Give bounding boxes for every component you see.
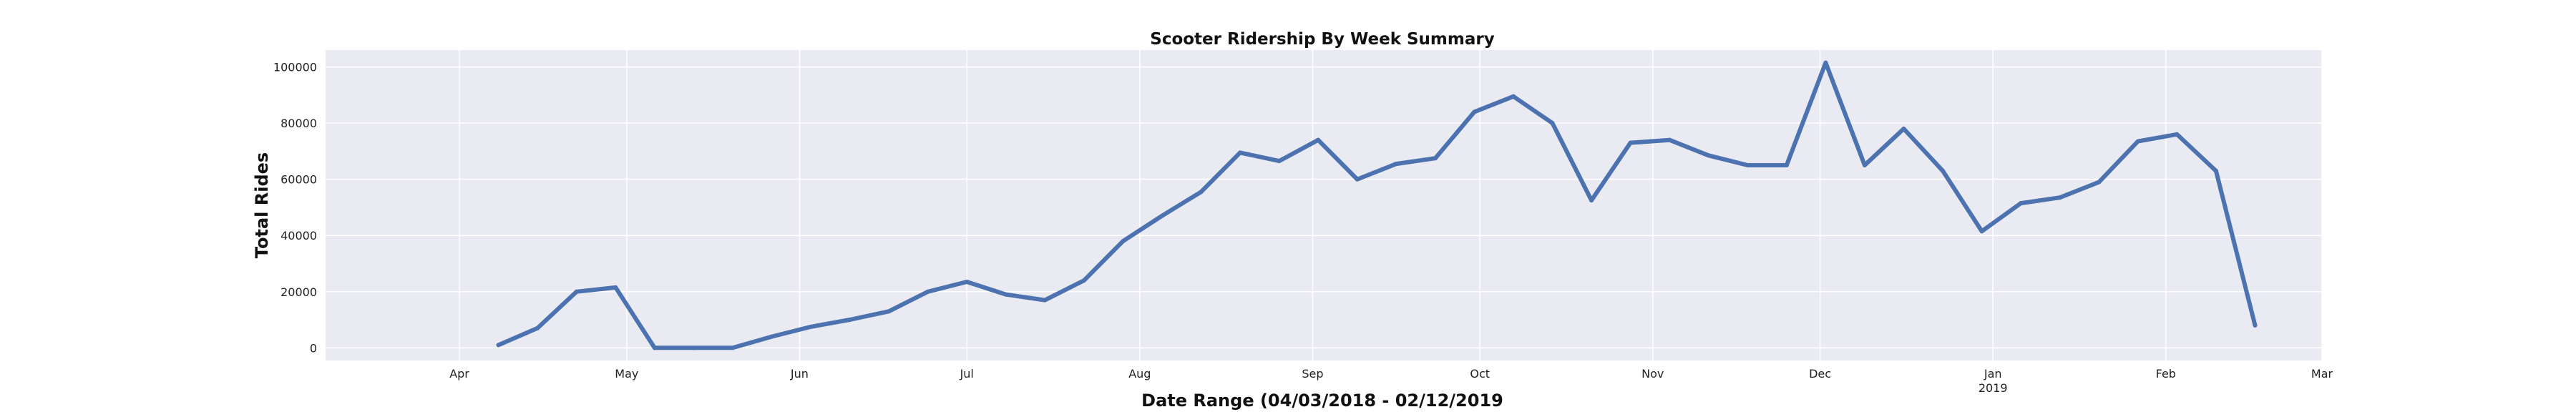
y-tick-label: 20000 bbox=[280, 285, 317, 299]
x-tick-label: Dec bbox=[1809, 367, 1831, 381]
y-tick-label: 100000 bbox=[273, 61, 317, 74]
data-point bbox=[1862, 163, 1867, 168]
x-tick-label: May bbox=[615, 367, 638, 381]
data-point bbox=[1081, 278, 1086, 283]
x-tick-label: Oct bbox=[1470, 367, 1490, 381]
data-point bbox=[847, 318, 852, 323]
x-tick-label: Apr bbox=[449, 367, 469, 381]
data-point bbox=[1706, 153, 1711, 158]
data-point bbox=[887, 309, 892, 314]
data-point bbox=[613, 285, 618, 290]
data-point bbox=[496, 343, 501, 348]
data-point bbox=[1901, 126, 1906, 131]
data-point bbox=[2213, 168, 2218, 173]
x-tick-label: Jan bbox=[1984, 367, 2002, 381]
data-point bbox=[925, 289, 930, 294]
x-tick-label: Mar bbox=[2311, 367, 2333, 381]
data-point bbox=[1628, 140, 1633, 145]
data-point bbox=[809, 324, 814, 329]
x-tick-label: Nov bbox=[1641, 367, 1664, 381]
data-point bbox=[1316, 137, 1321, 142]
y-tick-label: 0 bbox=[310, 341, 317, 355]
x-tick-year-label: 2019 bbox=[1979, 381, 2008, 395]
data-point bbox=[965, 280, 970, 285]
data-point bbox=[1277, 159, 1282, 164]
data-point bbox=[1784, 163, 1789, 168]
plot-area bbox=[326, 50, 2322, 360]
data-point bbox=[1238, 150, 1243, 155]
data-point bbox=[1159, 213, 1164, 218]
x-tick-label: Aug bbox=[1128, 367, 1151, 381]
data-point bbox=[1667, 137, 1672, 142]
x-tick-label: Sep bbox=[1302, 367, 1323, 381]
data-point bbox=[1589, 198, 1594, 203]
x-tick-label: Feb bbox=[2156, 367, 2176, 381]
data-point bbox=[2253, 323, 2258, 328]
x-tick-label: Jul bbox=[960, 367, 974, 381]
data-point bbox=[574, 289, 579, 294]
data-point bbox=[652, 345, 657, 350]
y-axis-label: Total Rides bbox=[252, 152, 272, 258]
data-point bbox=[1043, 298, 1048, 303]
data-point bbox=[730, 345, 735, 350]
data-point bbox=[2057, 195, 2062, 200]
data-point bbox=[1199, 190, 1204, 195]
chart-title: Scooter Ridership By Week Summary bbox=[1150, 30, 1494, 49]
series-points bbox=[496, 60, 2258, 350]
data-point bbox=[691, 345, 696, 350]
data-point bbox=[1003, 292, 1008, 297]
data-point bbox=[1511, 94, 1516, 99]
y-tick-label: 60000 bbox=[280, 173, 317, 187]
data-point bbox=[1550, 121, 1555, 126]
data-point bbox=[2175, 132, 2180, 137]
y-axis-ticks: 0 20000 40000 60000 80000 100000 bbox=[273, 61, 317, 355]
data-point bbox=[535, 325, 540, 330]
data-point bbox=[1394, 162, 1399, 167]
y-tick-label: 80000 bbox=[280, 117, 317, 130]
data-point bbox=[1433, 156, 1438, 161]
data-point bbox=[1121, 239, 1126, 244]
data-point bbox=[2019, 201, 2024, 206]
x-tick-label: Jun bbox=[790, 367, 809, 381]
y-tick-label: 40000 bbox=[280, 229, 317, 242]
data-point bbox=[1979, 229, 1984, 234]
series-line-total-rides bbox=[496, 60, 2258, 350]
data-point bbox=[1355, 177, 1360, 182]
data-point bbox=[1941, 168, 1946, 173]
data-point bbox=[2135, 139, 2140, 144]
data-point bbox=[1745, 163, 1750, 168]
data-point bbox=[2097, 180, 2102, 185]
grid-lines bbox=[326, 50, 2323, 360]
data-point bbox=[1823, 60, 1828, 65]
data-point bbox=[769, 334, 774, 339]
x-axis-label: Date Range (04/03/2018 - 02/12/2019 bbox=[1141, 391, 1503, 411]
data-point bbox=[1472, 109, 1477, 114]
